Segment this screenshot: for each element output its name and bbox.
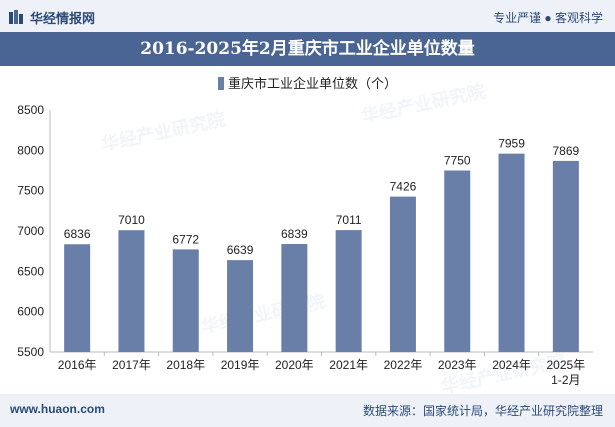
- x-tick-label: 2016年: [58, 358, 97, 372]
- footer-site: www.huaon.com: [10, 402, 105, 416]
- data-label: 7750: [444, 154, 471, 168]
- bar-chart: 5500 6000 6500 7000 7500 8000 8500 6836 2016年 701…: [17, 103, 593, 387]
- data-label: 7959: [498, 137, 525, 151]
- bar: [498, 153, 525, 352]
- bar: [227, 260, 254, 352]
- data-label: 6772: [172, 232, 199, 246]
- y-tick-label: 8500: [17, 103, 44, 117]
- title-bar: 2016-2025年2月重庆市工业企业单位数量: [0, 32, 615, 66]
- data-label: 7869: [552, 144, 579, 158]
- bar: [389, 196, 416, 352]
- top-bar: 华经情报网 专业严谨 ● 客观科学: [0, 0, 615, 32]
- x-tick-label: 2018年: [166, 358, 205, 372]
- bar: [335, 230, 362, 352]
- x-tick-label: 2025年: [546, 358, 585, 372]
- legend-label: 重庆市工业企业单位数（个）: [227, 76, 397, 91]
- bar: [64, 244, 91, 352]
- y-tick-label: 7500: [17, 184, 44, 198]
- bar: [172, 249, 199, 352]
- brand-name: 华经情报网: [30, 11, 96, 26]
- chart-legend: 重庆市工业企业单位数（个）: [0, 73, 615, 92]
- bar: [281, 243, 308, 352]
- y-tick-label: 8000: [17, 143, 44, 157]
- bar: [552, 160, 579, 352]
- data-label: 6839: [281, 227, 308, 241]
- huajing-logo-icon: [9, 10, 23, 24]
- data-label: 7426: [390, 180, 417, 194]
- data-label: 7011: [336, 213, 362, 227]
- x-tick-label: 2019年: [221, 358, 260, 372]
- legend-swatch: [217, 77, 224, 90]
- footer-source: 数据来源：国家统计局，华经产业研究院整理: [362, 404, 603, 418]
- x-tick-label: 2021年: [329, 358, 368, 372]
- bar: [118, 230, 145, 352]
- x-tick-label: 2023年: [438, 358, 477, 372]
- x-tick-label: 2020年: [275, 358, 314, 372]
- y-tick-label: 6500: [17, 264, 44, 278]
- chart-title: 2016-2025年2月重庆市工业企业单位数量: [140, 39, 475, 59]
- x-tick-label: 1-2月: [551, 373, 580, 387]
- footer-bar: www.huaon.com 数据来源：国家统计局，华经产业研究院整理: [0, 394, 615, 427]
- data-label: 6836: [64, 227, 91, 241]
- y-tick-label: 6000: [17, 305, 44, 319]
- bar: [444, 170, 471, 352]
- data-label: 7010: [118, 213, 145, 227]
- x-tick-label: 2017年: [112, 358, 151, 372]
- data-label: 6639: [227, 243, 254, 257]
- y-tick-label: 5500: [17, 345, 44, 359]
- slogan: 专业严谨 ● 客观科学: [493, 11, 603, 25]
- y-tick-label: 7000: [17, 224, 44, 238]
- x-tick-label: 2024年: [492, 358, 531, 372]
- x-tick-label: 2022年: [384, 358, 423, 372]
